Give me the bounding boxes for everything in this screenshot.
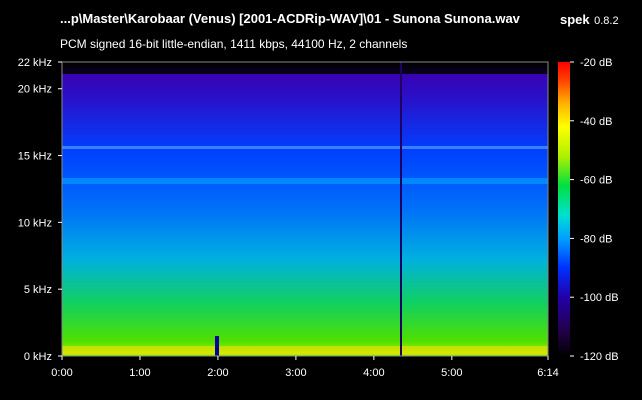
db-tick-label: -20 dB <box>580 57 612 69</box>
freq-tick-label: 10 kHz <box>18 217 52 229</box>
time-axis: 0:00 1:00 2:00 3:00 4:00 5:00 6:14 <box>51 356 559 379</box>
time-tick-label: 4:00 <box>363 367 384 379</box>
frequency-axis: 0 kHz 5 kHz 10 kHz 15 kHz 20 kHz 22 kHz <box>18 57 62 363</box>
spectrogram-plot <box>62 62 548 356</box>
dip-at-2min <box>215 336 219 356</box>
db-tick-label: -100 dB <box>580 292 619 304</box>
db-tick-label: -40 dB <box>580 116 612 128</box>
freq-tick-label: 20 kHz <box>18 84 52 96</box>
spectrogram-image <box>62 62 548 356</box>
time-tick-label: 6:14 <box>537 367 558 379</box>
db-colorbar <box>558 62 570 356</box>
time-tick-label: 1:00 <box>129 367 150 379</box>
db-tick-label: -60 dB <box>580 175 612 187</box>
track-gap <box>400 62 402 356</box>
app-version: 0.8.2 <box>594 15 619 27</box>
db-axis: -20 dB -40 dB -60 dB -80 dB -100 dB -120 dB <box>570 57 619 363</box>
freq-tick-label: 5 kHz <box>24 284 52 296</box>
time-tick-label: 0:00 <box>51 367 72 379</box>
audio-format-info: PCM signed 16-bit little-endian, 1411 kb… <box>60 37 408 51</box>
db-tick-label: -80 dB <box>580 233 612 245</box>
plot-frame <box>61 61 549 357</box>
freq-tick-label: 0 kHz <box>24 351 52 363</box>
freq-tick-label: 15 kHz <box>18 151 52 163</box>
time-tick-label: 2:00 <box>207 367 228 379</box>
app-brand: spek 0.8.2 <box>560 11 619 29</box>
low-freq-band <box>62 346 548 354</box>
time-tick-label: 3:00 <box>285 367 306 379</box>
db-tick-label: -120 dB <box>580 351 619 363</box>
cutoff-band <box>62 62 548 74</box>
freq-tick-label: 22 kHz <box>18 57 52 69</box>
hf-band-1 <box>62 146 548 149</box>
file-title: ...p\Master\Karobaar (Venus) [2001-ACDRi… <box>60 11 520 26</box>
app-name: spek <box>560 12 590 27</box>
time-tick-label: 5:00 <box>441 367 462 379</box>
hf-band-2 <box>62 178 548 184</box>
